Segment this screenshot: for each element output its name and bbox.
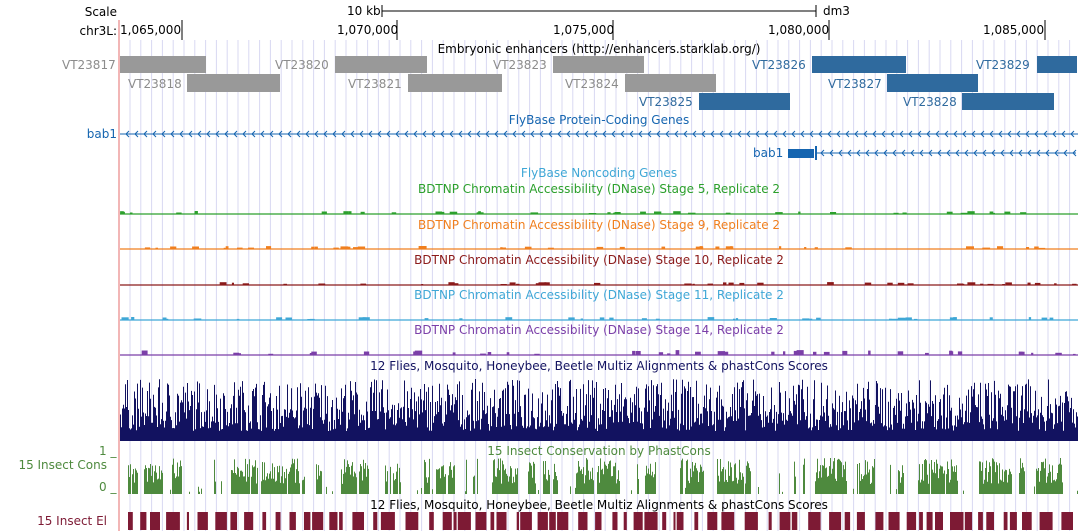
enhancer-feature-vt23817[interactable] bbox=[120, 56, 206, 73]
enhancer-feature-vt23823[interactable] bbox=[553, 56, 644, 73]
dnase-stage14-title[interactable]: BDTNP Chromatin Accessibility (DNase) St… bbox=[414, 323, 784, 337]
enhancer-feature-vt23827[interactable] bbox=[887, 74, 978, 92]
gene-model-bab1-short[interactable] bbox=[785, 146, 1078, 160]
multiz-conservation-wiggle[interactable] bbox=[120, 373, 1078, 441]
gene-label-bab1: bab1 bbox=[86, 127, 117, 141]
enhancer-label-vt23817: VT23817 bbox=[62, 58, 116, 72]
elements-track-title[interactable]: 12 Flies, Mosquito, Honeybee, Beetle Mul… bbox=[370, 498, 828, 512]
enhancer-label-vt23829: VT23829 bbox=[976, 58, 1030, 72]
enhancer-label-vt23820: VT23820 bbox=[275, 58, 329, 72]
enhancers-track-title[interactable]: Embryonic enhancers (http://enhancers.st… bbox=[437, 42, 761, 56]
enhancer-feature-vt23828[interactable] bbox=[962, 93, 1054, 110]
dnase-stage10-signal[interactable] bbox=[120, 267, 1078, 287]
elements-side-label[interactable]: 15 Insect El bbox=[37, 514, 107, 528]
enhancer-label-vt23825: VT23825 bbox=[639, 95, 693, 109]
dnase-stage9-signal[interactable] bbox=[120, 231, 1078, 251]
enhancer-label-vt23823: VT23823 bbox=[493, 58, 547, 72]
dnase-stage11-signal[interactable] bbox=[120, 302, 1078, 322]
ruler-position-1070000: 1,070,000 bbox=[337, 23, 399, 37]
ruler-position-1080000: 1,080,000 bbox=[768, 23, 830, 37]
enhancer-label-vt23826: VT23826 bbox=[752, 58, 806, 72]
ruler-ticks bbox=[181, 20, 1046, 40]
assembly-label: dm3 bbox=[823, 4, 850, 18]
enhancer-feature-vt23826[interactable] bbox=[812, 56, 906, 73]
scale-bar bbox=[381, 5, 817, 17]
gene-label-bab1-short: bab1 bbox=[753, 146, 784, 160]
dnase-stage14-signal[interactable] bbox=[120, 337, 1078, 357]
ruler-position-1075000: 1,075,000 bbox=[553, 23, 615, 37]
ruler-position-1065000: 1,065,000 bbox=[120, 23, 182, 37]
phastcons-scale-min: 0 _ bbox=[99, 480, 117, 494]
dnase-stage11-title[interactable]: BDTNP Chromatin Accessibility (DNase) St… bbox=[414, 288, 784, 302]
scale-bar-label: 10 kb bbox=[347, 4, 381, 18]
conserved-elements-track[interactable] bbox=[120, 512, 1078, 530]
dnase-stage5-title[interactable]: BDTNP Chromatin Accessibility (DNase) St… bbox=[417, 182, 781, 196]
ruler-position-1085000: 1,085,000 bbox=[983, 23, 1045, 37]
chrom-label: chr3L: bbox=[79, 24, 118, 38]
enhancer-label-vt23824: VT23824 bbox=[565, 77, 619, 91]
enhancer-feature-vt23820[interactable] bbox=[335, 56, 427, 73]
dnase-stage5-signal[interactable] bbox=[120, 196, 1078, 216]
enhancer-feature-vt23824[interactable] bbox=[625, 74, 716, 92]
enhancer-label-vt23828: VT23828 bbox=[903, 95, 957, 109]
enhancer-feature-vt23818[interactable] bbox=[187, 74, 280, 92]
phastcons-scale-max: 1 _ bbox=[99, 444, 117, 458]
multiz-track-title[interactable]: 12 Flies, Mosquito, Honeybee, Beetle Mul… bbox=[370, 359, 828, 373]
dnase-stage9-title[interactable]: BDTNP Chromatin Accessibility (DNase) St… bbox=[417, 218, 781, 232]
phastcons-wiggle[interactable] bbox=[120, 458, 1078, 494]
enhancer-label-vt23818: VT23818 bbox=[128, 77, 182, 91]
scale-label: Scale bbox=[84, 5, 117, 19]
window-left-edge bbox=[118, 20, 120, 531]
enhancer-feature-vt23821[interactable] bbox=[408, 74, 502, 92]
gene-model-bab1-full[interactable] bbox=[120, 129, 1078, 139]
enhancer-feature-vt23829[interactable] bbox=[1037, 56, 1077, 73]
dnase-stage10-title[interactable]: BDTNP Chromatin Accessibility (DNase) St… bbox=[414, 253, 784, 267]
protein-coding-track-title[interactable]: FlyBase Protein-Coding Genes bbox=[508, 113, 690, 127]
noncoding-track-title[interactable]: FlyBase Noncoding Genes bbox=[520, 166, 678, 180]
enhancer-label-vt23827: VT23827 bbox=[828, 77, 882, 91]
phastcons-track-title[interactable]: 15 Insect Conservation by PhastCons bbox=[487, 444, 711, 458]
enhancer-feature-vt23825[interactable] bbox=[699, 93, 790, 110]
phastcons-side-label[interactable]: 15 Insect Cons bbox=[18, 458, 107, 472]
enhancer-label-vt23821: VT23821 bbox=[348, 77, 402, 91]
